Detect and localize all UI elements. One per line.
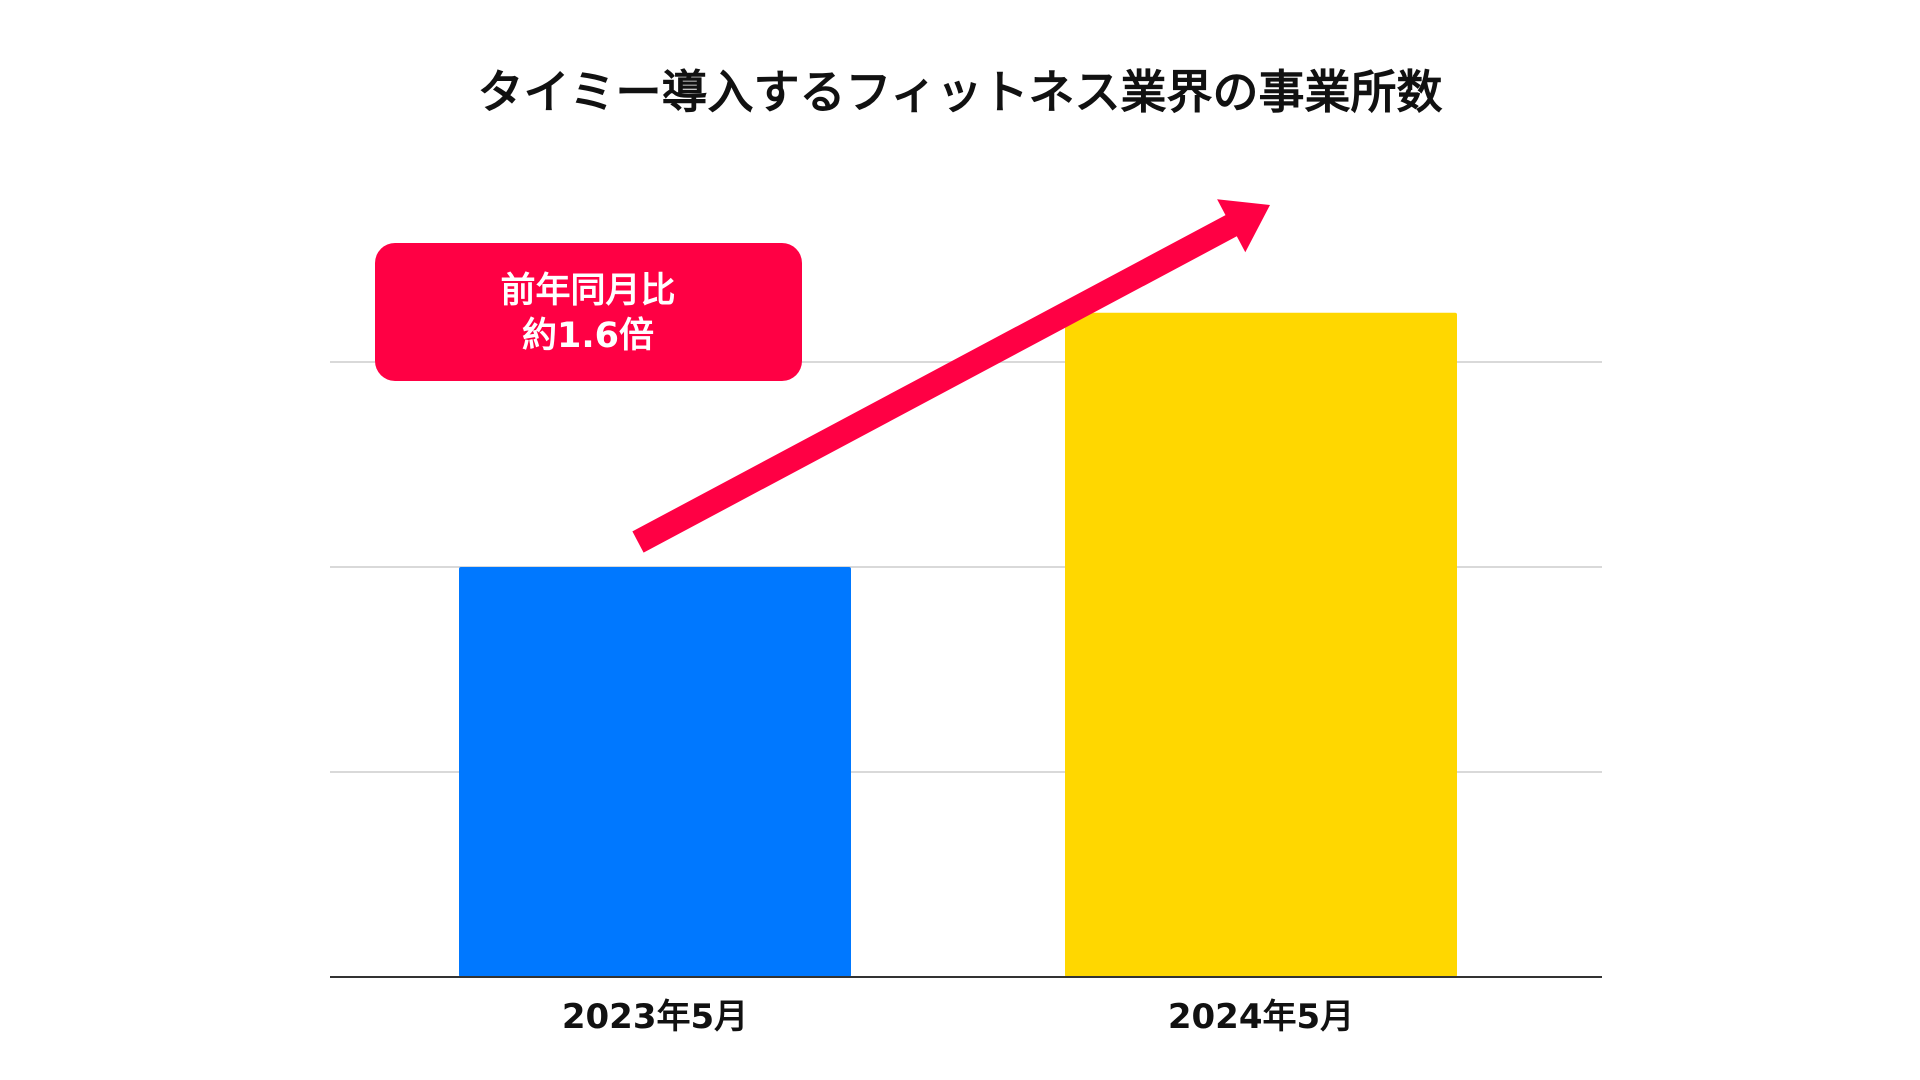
growth-arrow-shape: [632, 199, 1270, 553]
bar: [459, 567, 851, 977]
x-tick-label: 2024年5月: [1168, 997, 1354, 1037]
x-tick-label: 2023年5月: [562, 997, 748, 1037]
bars: [459, 312, 1457, 977]
growth-arrow: [632, 199, 1270, 553]
callout-line: 約1.6倍: [522, 316, 654, 356]
callout-box: [375, 243, 802, 381]
callout-line: 前年同月比: [500, 271, 675, 311]
bar: [1065, 312, 1457, 977]
x-axis-tick-labels: 2023年5月 2024年5月: [562, 997, 1354, 1037]
chart-title: タイミー導入するフィットネス業界の事業所数: [477, 65, 1442, 119]
